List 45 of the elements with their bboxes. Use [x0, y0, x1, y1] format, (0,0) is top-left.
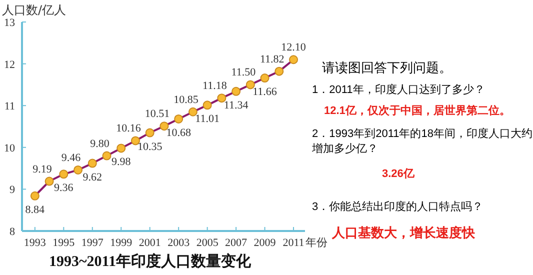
y-tick-label: 8 — [10, 226, 16, 238]
text: 11.01 — [195, 113, 220, 126]
text: 10.51 — [144, 108, 170, 120]
text: 3.26亿 — [382, 167, 416, 182]
y-tick-label: 10 — [4, 142, 16, 154]
text: 10.35 — [137, 140, 162, 153]
text: 10.85 — [174, 94, 198, 106]
text: 人口基数大，增长速度快 — [332, 225, 476, 240]
text: 10.68 — [166, 126, 191, 139]
text: 11.82 — [260, 53, 284, 66]
text: 9.80 — [90, 138, 110, 150]
y-tick-label: 12 — [4, 58, 15, 71]
x-tick-label: 2003 — [168, 237, 190, 249]
text: 12.1亿，仅次于中国，居世界第二位。 — [324, 104, 512, 119]
text: 9.36 — [54, 182, 74, 194]
x-tick-label: 1997 — [81, 237, 104, 249]
text: 8.84 — [25, 204, 45, 216]
x-tick-label: 2009 — [254, 237, 276, 249]
text: 3．你能总结出印度的人口特点吗？ — [312, 200, 484, 215]
text: 11.66 — [252, 86, 277, 98]
text: 9.98 — [111, 156, 131, 168]
y-tick-label: 13 — [4, 17, 16, 29]
text: 2．1993年到2011年的18年间，印度人口大约增加多少亿？ — [312, 127, 533, 157]
y-tick-label: 9 — [10, 184, 16, 196]
text: 11.34 — [224, 99, 248, 112]
text: 10.16 — [116, 122, 141, 135]
y-tick-label: 11 — [4, 100, 15, 113]
y-axis-title: 人口数/亿人 — [2, 3, 66, 17]
text: 9.19 — [32, 163, 52, 176]
x-tick-label: 1995 — [52, 237, 76, 249]
text: 11.50 — [231, 66, 256, 79]
text: 9.62 — [82, 171, 102, 184]
x-tick-label: 2005 — [196, 237, 219, 249]
x-axis-title: 年份 — [306, 236, 328, 249]
text: 请读图回答下列问题。 — [322, 60, 453, 75]
x-tick-label: 2007 — [225, 237, 248, 249]
x-tick-label: 1993 — [24, 237, 46, 249]
x-tick-label: 2011 — [282, 237, 304, 249]
text: 12.10 — [281, 42, 306, 54]
text: 1993~2011年印度人口数量变化 — [49, 252, 252, 270]
text: 11.18 — [202, 80, 227, 92]
text: 9.46 — [61, 152, 81, 164]
text: 1．2011年，印度人口达到了多少？ — [312, 83, 486, 98]
x-tick-label: 1999 — [110, 237, 133, 249]
x-tick-label: 2001 — [138, 237, 161, 249]
